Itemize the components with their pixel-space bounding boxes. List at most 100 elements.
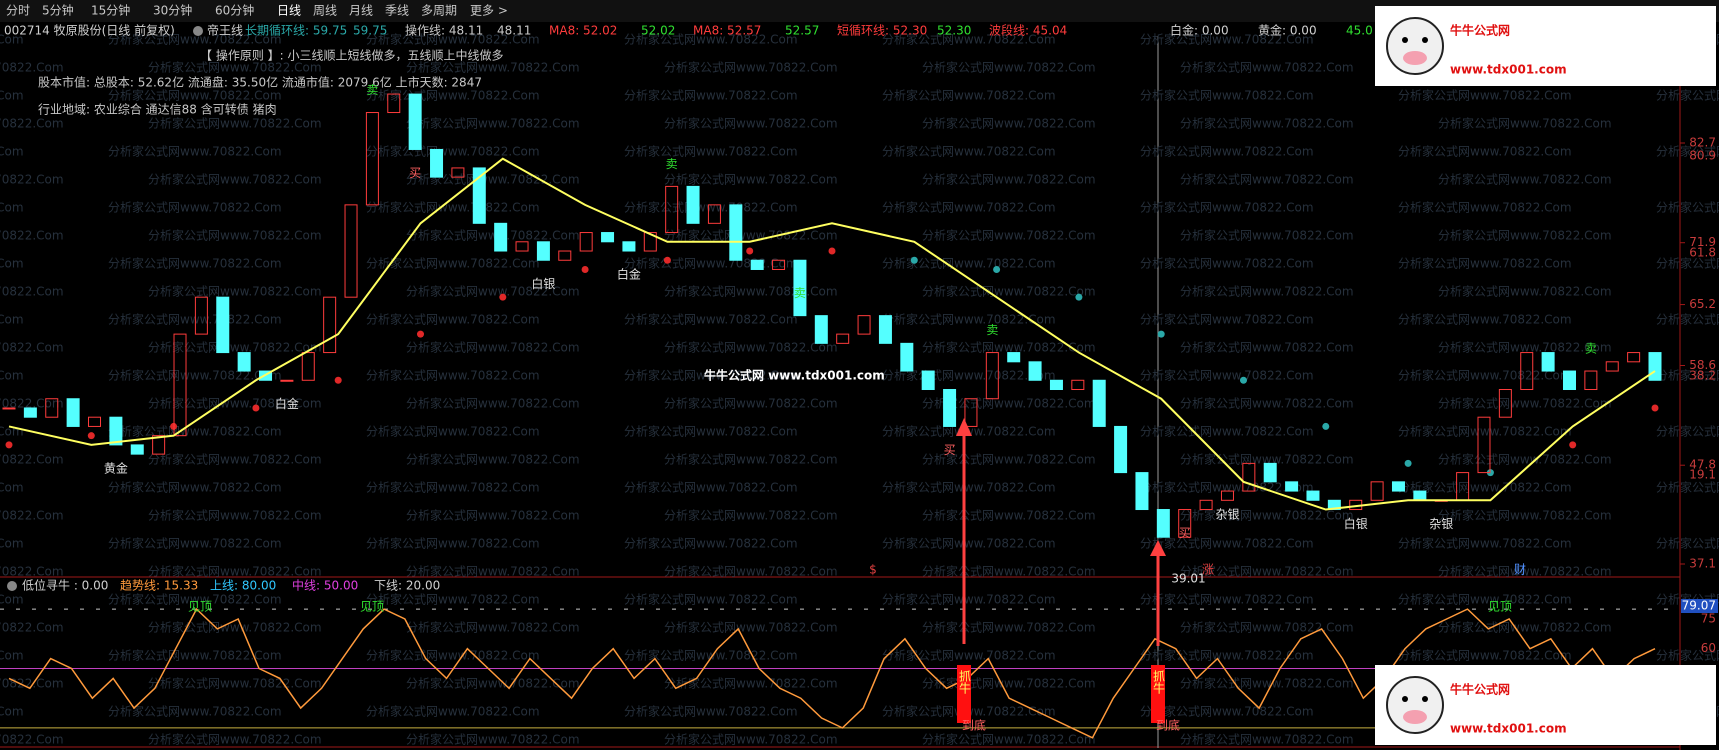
legend-item: 白金: 0.00 — [1170, 23, 1229, 38]
watermark: 分析家公式网www.70822.Com — [624, 368, 798, 383]
watermark: 分析家公式网www.70822.Com — [922, 508, 1096, 523]
watermark: 分析家公式网www.70822.Com — [108, 424, 282, 439]
candle — [729, 204, 743, 261]
watermark: 分析家公式网www.70822.Com — [0, 256, 24, 271]
watermark: 分析家公式网www.70822.Com — [1398, 368, 1572, 383]
watermark: 分析家公式网www.70822.Com — [0, 284, 64, 299]
watermark: 分析家公式网www.70822.Com — [1438, 340, 1612, 355]
legend-item: 波段线: 45.04 — [989, 23, 1067, 38]
toolbar-tab[interactable]: 日线 — [277, 4, 301, 18]
watermark: 分析家公式网www.70822.Com — [0, 648, 24, 663]
watermark: 分析家公式网www.70822.Com — [0, 32, 24, 47]
watermark: 分析家公式网www.70822.Com — [0, 564, 64, 579]
watermark: 分析家公式网www.70822.Com — [1656, 256, 1719, 271]
toolbar-tab[interactable]: 周线 — [313, 4, 337, 18]
watermark: 分析家公式网www.70822.Com — [148, 284, 322, 299]
annotation: 杂银 — [1215, 508, 1239, 522]
watermark: 分析家公式网www.70822.Com — [366, 200, 540, 215]
candle — [109, 416, 123, 446]
candle — [194, 296, 208, 335]
watermark: 分析家公式网www.70822.Com — [1656, 312, 1719, 327]
candle — [814, 315, 828, 344]
bottom-mark: $ — [869, 563, 877, 577]
watermark: 分析家公式网www.70822.Com — [406, 676, 580, 691]
candle — [1562, 370, 1576, 391]
annotation: 白金 — [617, 267, 641, 282]
watermark: 分析家公式网www.70822.Com — [108, 32, 282, 47]
osc-icon — [7, 581, 17, 591]
watermark: 分析家公式网www.70822.Com — [366, 704, 540, 719]
watermark: 分析家公式网www.70822.Com — [366, 312, 540, 327]
watermark: 分析家公式网www.70822.Com — [366, 648, 540, 663]
legend-item: 52.57 — [785, 24, 819, 38]
logo-eye — [1402, 37, 1408, 43]
watermark: 分析家公式网www.70822.Com — [1140, 200, 1314, 215]
watermark: 分析家公式网www.70822.Com — [1656, 424, 1719, 439]
logo-cow — [1386, 17, 1444, 75]
candle — [1477, 416, 1491, 474]
watermark: 分析家公式网www.70822.Com — [0, 480, 24, 495]
watermark: 分析家公式网www.70822.Com — [1180, 116, 1354, 131]
candle — [408, 93, 422, 150]
watermark: 分析家公式网www.70822.Com — [1656, 88, 1719, 103]
watermark: 分析家公式网www.70822.Com — [624, 704, 798, 719]
candle — [1605, 361, 1619, 372]
watermark: 分析家公式网www.70822.Com — [1438, 452, 1612, 467]
toolbar-tab[interactable]: 5分钟 — [42, 3, 74, 18]
watermark: 分析家公式网www.70822.Com — [1656, 536, 1719, 551]
watermark: 分析家公式网www.70822.Com — [108, 144, 282, 159]
long-cycle-dot — [910, 256, 918, 264]
toolbar-tab[interactable]: 多周期 — [421, 4, 457, 18]
annotation: 卖 — [366, 83, 378, 97]
candle — [472, 167, 486, 224]
long-cycle-dot — [1075, 293, 1083, 301]
watermark: 分析家公式网www.70822.Com — [1656, 480, 1719, 495]
toolbar-tab[interactable]: 月线 — [349, 4, 373, 18]
watermark: 分析家公式网www.70822.Com — [1180, 508, 1354, 523]
watermark: 分析家公式网www.70822.Com — [882, 88, 1056, 103]
watermark: 分析家公式网www.70822.Com — [1180, 732, 1354, 747]
watermark: 分析家公式网www.70822.Com — [1140, 256, 1314, 271]
logo-nose — [1403, 710, 1427, 724]
candle — [985, 352, 999, 400]
y-tick-label: 60 — [1701, 641, 1716, 655]
toolbar-tab[interactable]: 分时 — [6, 4, 30, 18]
watermark: 分析家公式网www.70822.Com — [1438, 508, 1612, 523]
watermark: 分析家公式网www.70822.Com — [406, 396, 580, 411]
candle — [686, 185, 700, 224]
watermark: 分析家公式网www.70822.Com — [664, 452, 838, 467]
watermark: 分析家公式网www.70822.Com — [148, 60, 322, 75]
watermark: 分析家公式网www.70822.Com — [624, 88, 798, 103]
watermark: 分析家公式网www.70822.Com — [882, 480, 1056, 495]
legend-item: 48.11 — [497, 24, 531, 38]
watermark: 分析家公式网www.70822.Com — [1140, 88, 1314, 103]
toolbar-tab[interactable]: 更多 > — [470, 4, 508, 18]
watermark: 分析家公式网www.70822.Com — [406, 508, 580, 523]
last-box — [1681, 599, 1718, 613]
watermark: 分析家公式网www.70822.Com — [148, 676, 322, 691]
watermark: 分析家公式网www.70822.Com — [148, 340, 322, 355]
watermark: 分析家公式网www.70822.Com — [406, 620, 580, 635]
watermark: 分析家公式网www.70822.Com — [624, 200, 798, 215]
osc-legend: 低位寻牛 : 0.00 — [22, 578, 108, 593]
watermark: 分析家公式网www.70822.Com — [1140, 424, 1314, 439]
watermark: 分析家公式网www.70822.Com — [148, 172, 322, 187]
toolbar-tab[interactable]: 15分钟 — [91, 3, 130, 18]
toolbar-tab[interactable]: 60分钟 — [215, 3, 254, 18]
watermark: 分析家公式网www.70822.Com — [624, 144, 798, 159]
toolbar-tab[interactable]: 季线 — [385, 4, 409, 18]
signal-bar — [1151, 665, 1165, 723]
watermark: 分析家公式网www.70822.Com — [664, 172, 838, 187]
toolbar-tab[interactable]: 30分钟 — [153, 3, 192, 18]
candle — [1306, 490, 1320, 501]
candle — [66, 398, 80, 427]
watermark: 分析家公式网www.70822.Com — [0, 704, 24, 719]
watermark: 分析家公式网www.70822.Com — [882, 32, 1056, 47]
watermark: 分析家公式网www.70822.Com — [148, 396, 322, 411]
watermark: 分析家公式网www.70822.Com — [0, 508, 64, 523]
watermark: 分析家公式网www.70822.Com — [148, 564, 322, 579]
bottom-mark: 财 — [1514, 563, 1526, 577]
watermark: 分析家公式网www.70822.Com — [108, 312, 282, 327]
